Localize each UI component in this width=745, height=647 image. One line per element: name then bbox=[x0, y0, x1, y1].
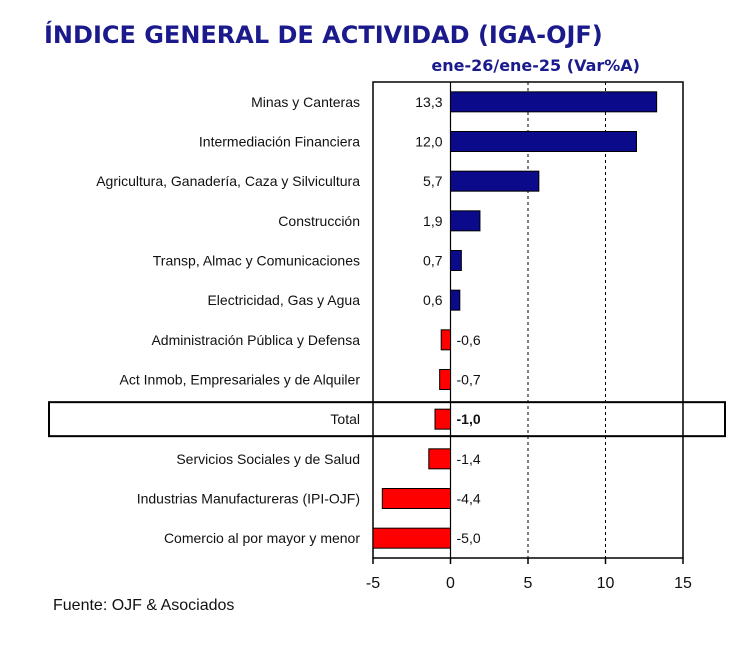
bar bbox=[440, 329, 452, 351]
category-label: Act Inmob, Empresariales y de Alquiler bbox=[120, 372, 361, 388]
tick-label: 0 bbox=[446, 575, 455, 592]
data-label: -5,0 bbox=[457, 530, 481, 546]
data-label: -1,4 bbox=[457, 451, 481, 467]
tick-label: 5 bbox=[524, 575, 533, 592]
chart-subtitle: ene-26/ene-25 (Var%A) bbox=[431, 56, 640, 75]
data-label: 13,3 bbox=[415, 94, 442, 110]
data-label: 12,0 bbox=[415, 134, 442, 150]
bar bbox=[450, 210, 481, 232]
bar bbox=[450, 91, 658, 113]
category-label: Administración Pública y Defensa bbox=[151, 332, 360, 348]
tick-label: 15 bbox=[674, 575, 692, 592]
category-label: Transp, Almac y Comunicaciones bbox=[153, 253, 360, 269]
data-label: -4,4 bbox=[457, 491, 481, 507]
tick-label: -5 bbox=[366, 575, 380, 592]
bar bbox=[434, 408, 451, 430]
x-axis: -5 0 5 10 15 bbox=[366, 558, 692, 592]
data-label: -0,7 bbox=[457, 372, 481, 388]
data-label: 1,9 bbox=[423, 213, 443, 229]
data-label: 0,7 bbox=[423, 253, 443, 269]
category-label: Agricultura, Ganadería, Caza y Silvicult… bbox=[96, 173, 360, 189]
data-label: 0,6 bbox=[423, 292, 443, 308]
tick-label: 10 bbox=[597, 575, 615, 592]
category-label: Construcción bbox=[278, 213, 360, 229]
data-label: 5,7 bbox=[423, 173, 443, 189]
bar bbox=[439, 369, 451, 390]
bar bbox=[381, 488, 451, 509]
bar bbox=[450, 250, 462, 271]
source-note: Fuente: OJF & Asociados bbox=[53, 597, 234, 614]
bar bbox=[428, 448, 451, 470]
bar bbox=[372, 527, 451, 549]
grid bbox=[372, 81, 684, 559]
category-label: Intermediación Financiera bbox=[199, 134, 360, 150]
category-label: Total bbox=[330, 411, 360, 427]
category-label: Comercio al por mayor y menor bbox=[164, 530, 360, 546]
data-label: -0,6 bbox=[457, 332, 481, 348]
category-label: Electricidad, Gas y Agua bbox=[207, 292, 360, 308]
category-label: Industrias Manufactureras (IPI-OJF) bbox=[137, 491, 360, 507]
data-label: -1,0 bbox=[457, 411, 481, 427]
bars: Minas y Canteras 13,3 Intermediación Finan… bbox=[48, 91, 726, 549]
category-label: Servicios Sociales y de Salud bbox=[176, 451, 360, 467]
bar bbox=[450, 289, 461, 311]
category-label: Minas y Canteras bbox=[251, 94, 360, 110]
chart-title: ÍNDICE GENERAL DE ACTIVIDAD (IGA-OJF) bbox=[44, 20, 603, 49]
total-highlight-box bbox=[48, 401, 726, 438]
bar bbox=[450, 170, 540, 192]
bar bbox=[450, 131, 637, 152]
